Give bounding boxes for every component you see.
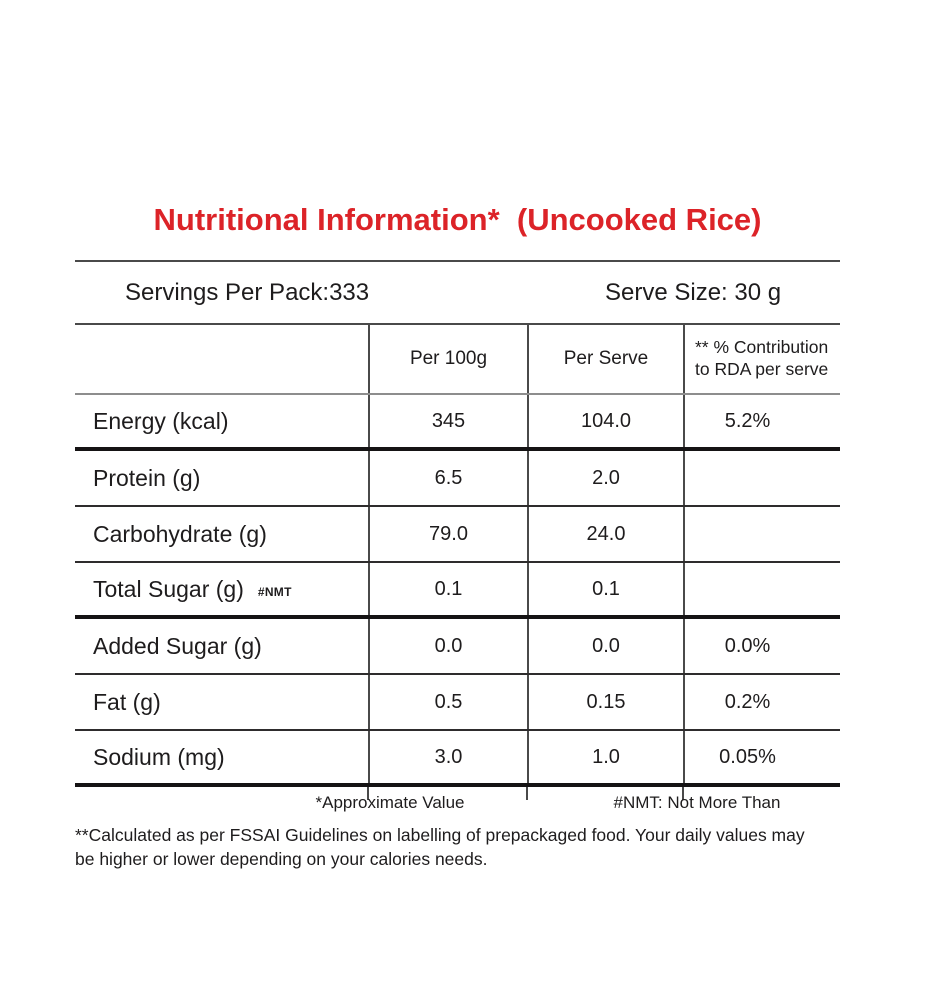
row-label: Carbohydrate (g) — [93, 520, 267, 547]
value-rda: 5.2% — [683, 395, 840, 447]
table-row-fat: Fat (g) 0.5 0.15 0.2% — [75, 675, 840, 731]
value-per-serve: 24.0 — [527, 507, 683, 561]
table-row-protein: Protein (g) 6.5 2.0 — [75, 451, 840, 507]
value-per-100g: 79.0 — [368, 507, 527, 561]
value-per-100g: 0.0 — [368, 619, 527, 673]
row-label: Energy (kcal) — [93, 407, 229, 434]
column-divider-stub — [526, 787, 528, 800]
table-row-energy: Energy (kcal) 345 104.0 5.2% — [75, 395, 840, 451]
nmt-note: #NMT — [257, 585, 292, 599]
footnote-row: *Approximate Value #NMT: Not More Than — [75, 787, 840, 819]
row-label: Protein (g) — [93, 464, 201, 491]
value-per-100g: 345 — [368, 395, 527, 447]
value-per-serve: 2.0 — [527, 451, 683, 505]
value-per-100g: 0.1 — [368, 563, 527, 615]
value-per-serve: 0.0 — [527, 619, 683, 673]
value-per-serve: 1.0 — [527, 731, 683, 783]
table-header-row: Per 100g Per Serve ** % Contribution to … — [75, 325, 840, 395]
servings-serve-size-row: Servings Per Pack:333 Serve Size: 30 g — [75, 260, 840, 325]
servings-per-pack: Servings Per Pack:333 — [125, 278, 370, 306]
value-per-100g: 3.0 — [368, 731, 527, 783]
footnote-approximate-value: *Approximate Value — [315, 793, 465, 812]
header-per-serve: Per Serve — [527, 325, 683, 393]
value-per-100g: 6.5 — [368, 451, 527, 505]
value-per-serve: 0.1 — [527, 563, 683, 615]
table-row-added-sugar: Added Sugar (g) 0.0 0.0 0.0% — [75, 619, 840, 675]
table-row-total-sugar: Total Sugar (g) #NMT 0.1 0.1 — [75, 563, 840, 619]
header-per-100g: Per 100g — [368, 325, 527, 393]
nutrition-table: Servings Per Pack:333 Serve Size: 30 g P… — [75, 260, 840, 871]
header-nutrient — [75, 325, 368, 393]
value-rda — [683, 451, 840, 505]
value-per-serve: 0.15 — [527, 675, 683, 729]
row-label: Fat (g) — [93, 688, 161, 715]
value-per-serve: 104.0 — [527, 395, 683, 447]
footnote-nmt: #NMT: Not More Than — [613, 793, 781, 812]
row-label: Total Sugar (g) — [93, 575, 244, 602]
row-label: Added Sugar (g) — [93, 632, 262, 659]
value-rda: 0.0% — [683, 619, 840, 673]
fssai-disclaimer: **Calculated as per FSSAI Guidelines on … — [75, 825, 805, 870]
table-row-carbohydrate: Carbohydrate (g) 79.0 24.0 — [75, 507, 840, 563]
value-per-100g: 0.5 — [368, 675, 527, 729]
value-rda — [683, 507, 840, 561]
row-label: Sodium (mg) — [93, 743, 225, 770]
value-rda: 0.05% — [683, 731, 840, 783]
column-divider-stub — [682, 787, 684, 800]
table-row-sodium: Sodium (mg) 3.0 1.0 0.05% — [75, 731, 840, 787]
serve-size: Serve Size: 30 g — [605, 278, 782, 306]
value-rda: 0.2% — [683, 675, 840, 729]
page-title: Nutritional Information* (Uncooked Rice) — [153, 202, 762, 237]
column-divider-stub — [367, 787, 369, 800]
value-rda — [683, 563, 840, 615]
header-rda-contribution: ** % Contribution to RDA per serve — [683, 325, 840, 393]
